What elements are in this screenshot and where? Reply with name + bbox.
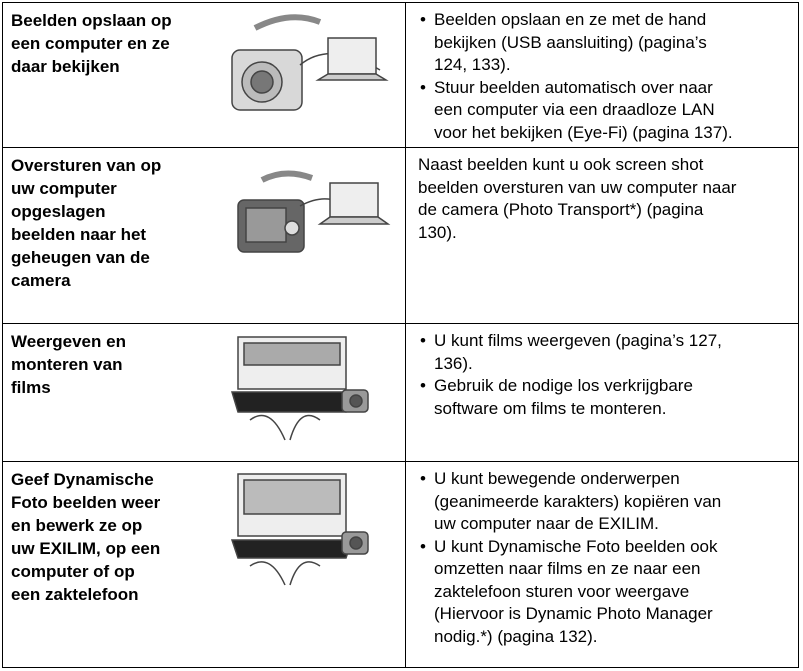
title-line: geheugen van de <box>11 248 150 267</box>
title-line: Weergeven en <box>11 332 126 351</box>
label-cell: Oversturen van op uw computer opgeslagen be… <box>3 148 406 323</box>
table-row: Beelden opslaan op een computer en ze daar… <box>3 3 798 147</box>
title-line: en bewerk ze op <box>11 516 143 535</box>
description-cell: U kunt films weergeven (pagina’s 127, 136… <box>406 324 798 461</box>
row-title: Beelden opslaan op een computer en ze daar… <box>11 9 172 78</box>
text-line: een computer via een draadloze LAN <box>434 100 715 119</box>
title-line: een zaktelefoon <box>11 585 139 604</box>
text-line: Naast beelden kunt u ook screen shot <box>418 155 704 174</box>
text-line: nodig.*) (pagina 132). <box>434 626 598 646</box>
title-line: Foto beelden weer <box>11 493 161 512</box>
row-title: Oversturen van op uw computer opgeslagen be… <box>11 154 161 292</box>
text-line: 136). <box>434 353 473 373</box>
text-line: U kunt films weergeven (pagina’s 127, <box>434 331 722 350</box>
row-title: Geef Dynamische Foto beelden weer en bewer… <box>11 468 160 606</box>
text-line: beelden oversturen van uw computer naar <box>418 177 737 197</box>
title-line: camera <box>11 271 71 290</box>
description-cell: Naast beelden kunt u ook screen shot beel… <box>406 148 798 323</box>
title-line: daar bekijken <box>11 57 120 76</box>
table-row: Geef Dynamische Foto beelden weer en bewer… <box>3 461 798 667</box>
table-row: Weergeven en monteren van films U kunt film… <box>3 323 798 461</box>
text-line: 130). <box>418 222 457 242</box>
title-line: opgeslagen <box>11 202 106 221</box>
text-line: zaktelefoon sturen voor weergave <box>434 581 690 601</box>
description-cell: Beelden opslaan en ze met de hand bekijke… <box>406 3 798 147</box>
text-line: U kunt bewegende onderwerpen <box>434 469 680 488</box>
bullet-item: U kunt bewegende onderwerpen (geanimeerde… <box>418 468 790 536</box>
text-line: Beelden opslaan en ze met de hand <box>434 10 707 29</box>
bullet-item: Stuur beelden automatisch over naar een c… <box>418 77 790 145</box>
label-cell: Beelden opslaan op een computer en ze daar… <box>3 3 406 147</box>
title-line: beelden naar het <box>11 225 147 244</box>
bullet-item: U kunt films weergeven (pagina’s 127, 136… <box>418 330 790 375</box>
text-line: 124, 133). <box>434 55 511 74</box>
text-line: U kunt Dynamische Foto beelden ook <box>434 536 718 556</box>
label-cell: Geef Dynamische Foto beelden weer en bewer… <box>3 462 406 667</box>
label-cell: Weergeven en monteren van films <box>3 324 406 461</box>
bullet-item: Gebruik de nodige los verkrijgbare softwa… <box>418 375 790 420</box>
table-row: Oversturen van op uw computer opgeslagen be… <box>3 147 798 323</box>
row-title: Weergeven en monteren van films <box>11 330 126 399</box>
title-line: computer of op <box>11 562 135 581</box>
title-line: een computer en ze <box>11 34 170 53</box>
title-line: uw computer <box>11 179 117 198</box>
text-line: bekijken (USB aansluiting) (pagina’s <box>434 32 707 52</box>
title-line: Beelden opslaan op <box>11 11 172 30</box>
text-line: uw computer naar de EXILIM. <box>434 514 659 533</box>
text-line: Stuur beelden automatisch over naar <box>434 77 713 97</box>
text-line: (geanimeerde karakters) kopiëren van <box>434 491 722 511</box>
text-line: omzetten naar films en ze naar een <box>434 559 701 578</box>
description-cell: U kunt bewegende onderwerpen (geanimeerde… <box>406 462 798 667</box>
title-line: films <box>11 378 51 397</box>
title-line: Oversturen van op <box>11 156 162 175</box>
text-line: (Hiervoor is Dynamic Photo Manager <box>434 604 713 623</box>
title-line: Geef Dynamische <box>11 470 154 489</box>
title-line: monteren van <box>11 355 123 374</box>
text-line: de camera (Photo Transport*) (pagina <box>418 200 704 219</box>
text-line: software om films te monteren. <box>434 398 667 418</box>
bullet-item: U kunt Dynamische Foto beelden ook omzett… <box>418 536 790 649</box>
text-line: Gebruik de nodige los verkrijgbare <box>434 376 693 395</box>
text-line: voor het bekijken (Eye-Fi) (pagina 137). <box>434 122 733 142</box>
title-line: uw EXILIM, op een <box>11 539 161 558</box>
bullet-item: Beelden opslaan en ze met de hand bekijke… <box>418 9 790 77</box>
